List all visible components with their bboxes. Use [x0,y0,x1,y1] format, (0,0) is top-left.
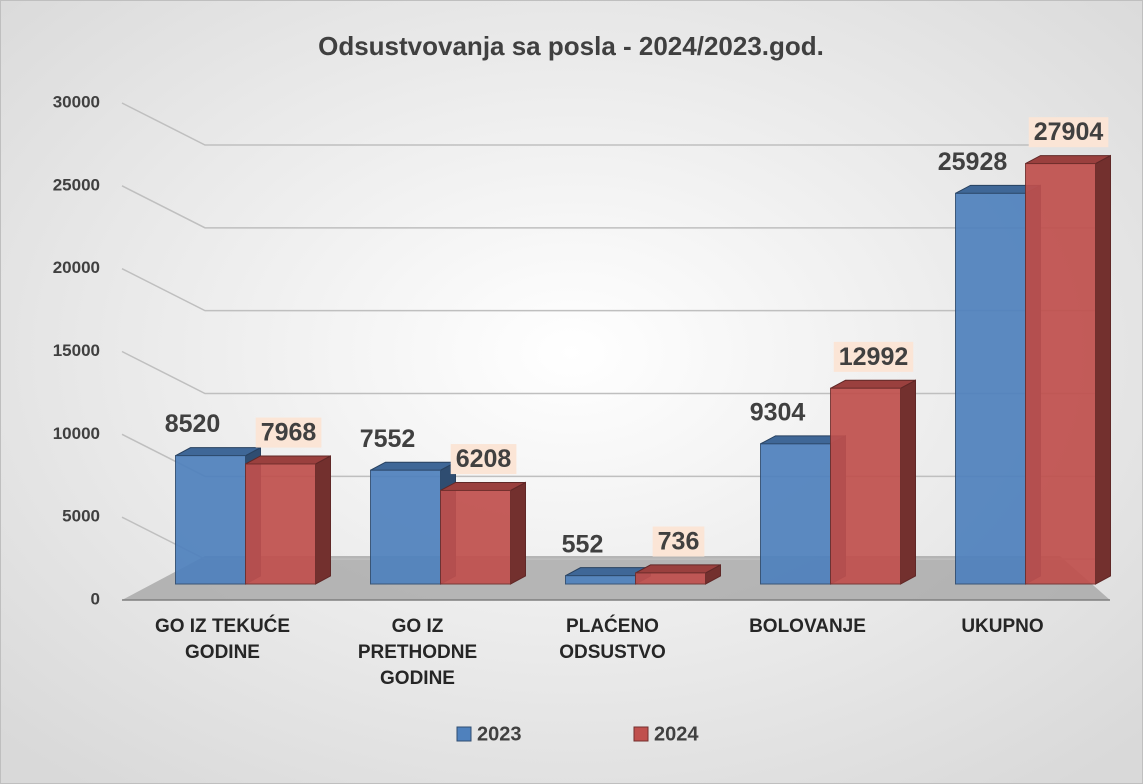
bar-top [245,455,331,465]
grid-line [121,350,1095,395]
data-label-box [833,341,914,372]
y-tick-label: 15000 [53,341,100,360]
data-label: 7968 [261,419,317,447]
data-label: 8520 [165,410,221,438]
legend-label: 2023 [477,723,522,745]
x-tick-label: GO IZ PRETHODNE GODINE [357,616,478,689]
data-label: 6208 [456,445,512,473]
bar [245,463,316,585]
grid-line [121,185,1095,229]
bar-top [370,461,456,471]
x-tick-label: GO IZ TEKUĆE GODINE [154,616,291,663]
bar-top [440,481,526,491]
data-label: 7552 [360,425,416,453]
legend-swatch [456,726,472,742]
bar-side [315,455,331,585]
data-label: 9304 [750,398,806,426]
bar-top [175,447,261,457]
legend-label: 2024 [654,723,699,745]
bar [440,489,511,585]
bar [830,387,901,585]
bar-top [1025,155,1111,165]
data-label: 552 [562,530,604,558]
grid-line [121,102,1095,146]
bar-top [635,564,721,574]
bar [635,572,706,585]
bar-side [900,379,916,585]
y-tick-label: 20000 [53,258,100,277]
chart-title: Odsustvovanja sa posla - 2024/2023.god. [318,31,824,61]
x-tick-label: PLAĆENO ODSUSTVO [559,616,666,663]
x-tick-label: BOLOVANJE [749,616,866,637]
bar [370,469,441,585]
data-label-box [1028,117,1109,148]
data-label: 736 [658,528,700,556]
bar-top [830,379,916,389]
data-label: 27904 [1034,118,1104,146]
x-tick-label: UKUPNO [961,616,1044,637]
bar-side [510,481,526,585]
data-label-box [450,444,517,475]
y-tick-label: 0 [91,589,100,608]
data-label: 25928 [938,148,1008,176]
bar-side [1095,154,1111,585]
grid-line [121,267,1095,312]
bar [175,455,246,585]
y-tick-label: 25000 [53,175,100,194]
bar [955,192,1026,585]
legend-swatch [633,726,649,742]
bar [760,443,831,585]
y-tick-label: 10000 [53,424,100,443]
bar [1025,163,1096,585]
y-tick-label: 5000 [62,507,100,526]
bar [565,575,636,585]
data-label-box [652,526,705,557]
data-label-box [255,417,322,448]
data-label: 12992 [839,343,909,371]
y-tick-label: 30000 [53,92,100,111]
